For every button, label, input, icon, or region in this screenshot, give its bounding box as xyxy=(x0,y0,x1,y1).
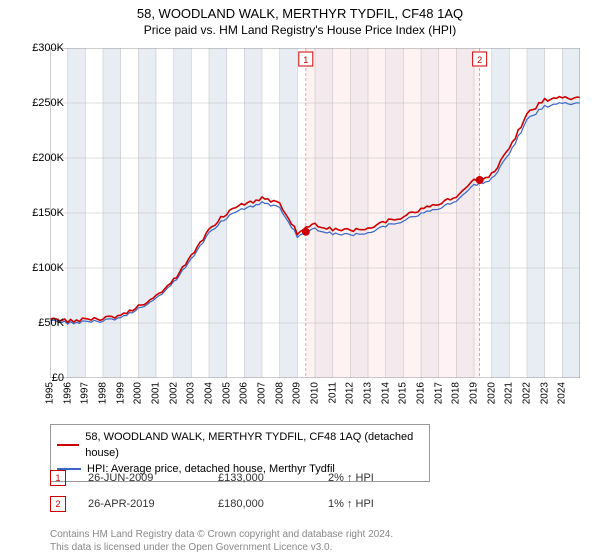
y-tick-label: £50K xyxy=(38,317,64,329)
sale-date: 26-JUN-2009 xyxy=(88,472,218,484)
x-tick-label: 2014 xyxy=(380,382,391,404)
footer-line: Contains HM Land Registry data © Crown c… xyxy=(50,528,393,541)
x-tick-label: 1995 xyxy=(45,382,56,404)
sale-marker-icon: 2 xyxy=(50,496,66,512)
x-tick-label: 2018 xyxy=(451,382,462,404)
sale-row: 1 26-JUN-2009 £133,000 2% ↑ HPI xyxy=(50,470,374,486)
x-tick-label: 2021 xyxy=(504,382,515,404)
x-tick-label: 2004 xyxy=(204,382,215,404)
svg-text:2: 2 xyxy=(477,55,482,65)
x-tick-label: 2020 xyxy=(486,382,497,404)
y-tick-label: £250K xyxy=(32,97,64,109)
chart-svg: 12 xyxy=(50,48,580,378)
x-tick-label: 2008 xyxy=(274,382,285,404)
legend-entry: 58, WOODLAND WALK, MERTHYR TYDFIL, CF48 … xyxy=(57,429,423,461)
sale-hpi-delta: 1% ↑ HPI xyxy=(328,498,374,510)
x-tick-label: 2017 xyxy=(433,382,444,404)
x-tick-label: 2005 xyxy=(221,382,232,404)
x-tick-label: 2023 xyxy=(539,382,550,404)
x-tick-label: 2001 xyxy=(151,382,162,404)
y-tick-label: £150K xyxy=(32,207,64,219)
sale-row: 2 26-APR-2019 £180,000 1% ↑ HPI xyxy=(50,496,374,512)
footer-line: This data is licensed under the Open Gov… xyxy=(50,541,393,554)
x-tick-label: 2009 xyxy=(292,382,303,404)
x-tick-label: 2002 xyxy=(168,382,179,404)
sale-price: £180,000 xyxy=(218,498,328,510)
sale-date: 26-APR-2019 xyxy=(88,498,218,510)
y-tick-label: £300K xyxy=(32,42,64,54)
sale-marker-icon: 1 xyxy=(50,470,66,486)
x-tick-label: 2019 xyxy=(469,382,480,404)
y-tick-label: £100K xyxy=(32,262,64,274)
x-tick-label: 2015 xyxy=(398,382,409,404)
x-tick-label: 2012 xyxy=(345,382,356,404)
x-tick-label: 2006 xyxy=(239,382,250,404)
x-tick-label: 1996 xyxy=(62,382,73,404)
legend-label: 58, WOODLAND WALK, MERTHYR TYDFIL, CF48 … xyxy=(85,429,423,461)
x-tick-label: 2022 xyxy=(522,382,533,404)
page-subtitle: Price paid vs. HM Land Registry's House … xyxy=(0,21,600,43)
page-title: 58, WOODLAND WALK, MERTHYR TYDFIL, CF48 … xyxy=(0,0,600,21)
x-tick-label: 1998 xyxy=(98,382,109,404)
x-tick-label: 2016 xyxy=(416,382,427,404)
x-tick-label: 2007 xyxy=(257,382,268,404)
y-tick-label: £200K xyxy=(32,152,64,164)
x-tick-label: 1997 xyxy=(80,382,91,404)
x-tick-label: 2003 xyxy=(186,382,197,404)
svg-text:1: 1 xyxy=(303,55,308,65)
x-tick-label: 2024 xyxy=(557,382,568,404)
x-tick-label: 2013 xyxy=(363,382,374,404)
x-tick-label: 2000 xyxy=(133,382,144,404)
legend-swatch xyxy=(57,444,79,446)
x-tick-label: 2011 xyxy=(327,382,338,404)
footer: Contains HM Land Registry data © Crown c… xyxy=(50,528,393,554)
price-chart: 12 xyxy=(50,48,580,378)
x-tick-label: 2010 xyxy=(310,382,321,404)
sale-hpi-delta: 2% ↑ HPI xyxy=(328,472,374,484)
x-tick-label: 1999 xyxy=(115,382,126,404)
sale-price: £133,000 xyxy=(218,472,328,484)
